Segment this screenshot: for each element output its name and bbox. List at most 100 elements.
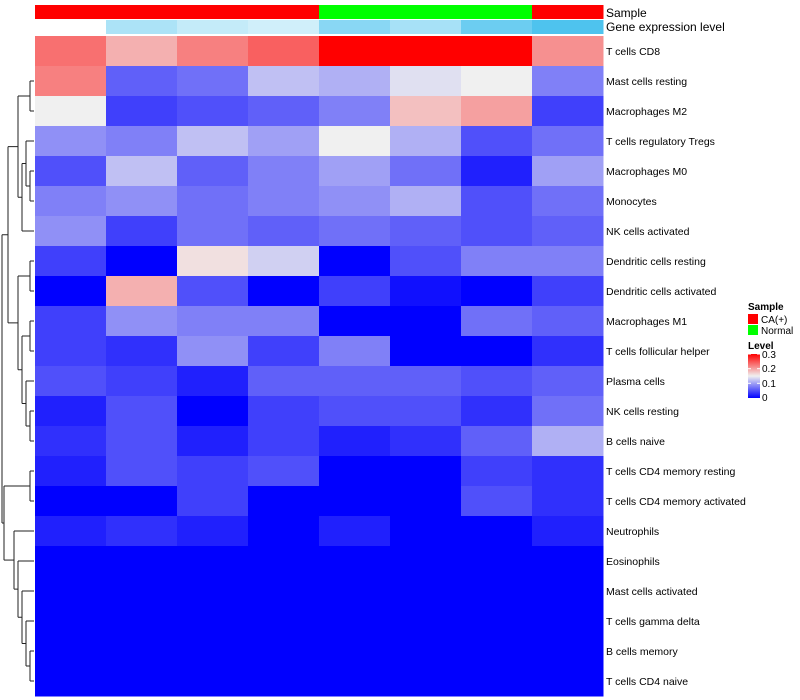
heatmap-cell [461,276,533,307]
heatmap-cell [35,636,107,667]
heatmap-cell [390,636,462,667]
heatmap-cell [35,126,107,157]
heatmap-cell [177,66,249,97]
heatmap-cell [248,66,320,97]
heatmap-cell [319,126,391,157]
heatmap-cell [106,156,178,187]
row-label: T cells regulatory Tregs [606,136,715,148]
heatmap-cell [461,126,533,157]
heatmap-cell [532,426,604,457]
heatmap-cell [248,126,320,157]
heatmap-cell [532,456,604,487]
heatmap-cell [532,126,604,157]
heatmap-cell [106,396,178,427]
heatmap-cell [461,246,533,277]
legend-level-tick-0.2: 0.2 [762,364,776,375]
heatmap-cell [532,216,604,247]
heatmap-cell [532,606,604,637]
row-label: Macrophages M2 [606,106,687,118]
heatmap-cell [177,426,249,457]
sample-annotation-cell [177,5,249,19]
gene-expression-annotation-cell [319,20,391,34]
legend-level-title: Level [748,341,774,352]
heatmap-cell [319,606,391,637]
heatmap-cell [390,426,462,457]
legend-sample-title: Sample [748,302,784,313]
heatmap-cells [35,36,604,697]
heatmap-cell [532,276,604,307]
heatmap-cell [390,186,462,217]
heatmap-cell [390,456,462,487]
heatmap-cell [177,36,249,67]
heatmap-cell [248,486,320,517]
heatmap-cell [461,186,533,217]
heatmap-cell [532,96,604,127]
heatmap-cell [35,216,107,247]
heatmap-cell [35,36,107,67]
heatmap-cell [461,426,533,457]
gene-expression-annotation-cell [532,20,604,34]
gene-expression-annotation-cell [106,20,178,34]
legend-level-colorbar [748,354,760,398]
row-labels: T cells CD8 Mast cells resting Macrophages… [606,46,746,688]
heatmap-cell [390,666,462,697]
heatmap-cell [390,546,462,577]
heatmap-cell [177,456,249,487]
heatmap-cell [248,396,320,427]
gene-expression-annotation-cell [248,20,320,34]
heatmap-cell [319,66,391,97]
heatmap-cell [390,336,462,367]
row-label: Mast cells activated [606,586,698,598]
heatmap-cell [390,306,462,337]
heatmap-cell [177,396,249,427]
heatmap-cell [390,36,462,67]
heatmap-cell [390,216,462,247]
sample-annotation-cell [106,5,178,19]
heatmap-cell [532,366,604,397]
row-label: Macrophages M0 [606,166,687,178]
heatmap-cell [532,36,604,67]
row-label: Monocytes [606,196,657,208]
heatmap-cell [390,156,462,187]
heatmap-cell [106,486,178,517]
heatmap-cell [177,186,249,217]
heatmap-cell [390,96,462,127]
heatmap-cell [177,156,249,187]
heatmap-cell [248,216,320,247]
heatmap-cell [35,606,107,637]
gene-expression-annotation-cell [390,20,462,34]
heatmap-cell [35,276,107,307]
heatmap-cell [106,66,178,97]
heatmap-cell [35,516,107,547]
legend: Sample CA(+) Normal Level 0.3 0.2 0.1 0 [748,302,793,404]
heatmap-cell [532,246,604,277]
heatmap-cell [390,516,462,547]
heatmap-cell [177,366,249,397]
row-label: B cells naive [606,436,665,448]
heatmap-cell [106,216,178,247]
heatmap-cell [35,246,107,277]
legend-level-tick-0: 0 [762,393,768,404]
heatmap-cell [35,156,107,187]
sample-annotation-cell [319,5,391,19]
heatmap-cell [248,606,320,637]
gene-expression-annotation-cell [35,20,107,34]
heatmap-cell [319,576,391,607]
row-label: Dendritic cells activated [606,286,716,298]
heatmap-cell [532,186,604,217]
heatmap-cell [390,66,462,97]
heatmap-cell [248,186,320,217]
heatmap-cell [248,426,320,457]
heatmap-cell [177,666,249,697]
heatmap-cell [390,396,462,427]
heatmap-cell [532,546,604,577]
heatmap-cell [532,636,604,667]
heatmap-cell [390,126,462,157]
heatmap-cell [390,606,462,637]
sample-annotation-cell [35,5,107,19]
heatmap-cell [106,306,178,337]
heatmap-cell [461,216,533,247]
heatmap-cell [106,516,178,547]
row-label: Dendritic cells resting [606,256,706,268]
heatmap-cell [461,36,533,67]
